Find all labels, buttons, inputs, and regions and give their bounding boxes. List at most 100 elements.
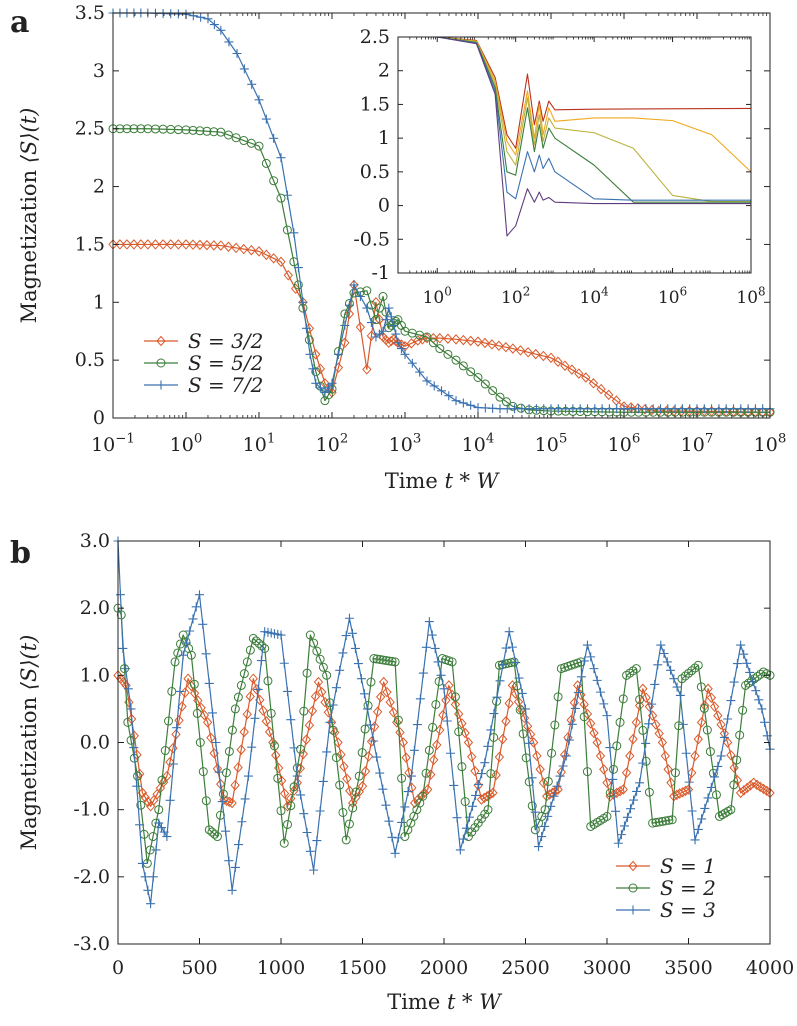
b-series-2-marker: [331, 753, 341, 763]
b-series-3-marker: [638, 758, 648, 768]
a-series-1-marker: [315, 363, 326, 375]
b-series-2-marker: [486, 769, 496, 779]
b-series-1-marker: [140, 792, 150, 803]
b-series-1-marker: [251, 684, 262, 695]
b-x-tick-label: 3000: [583, 957, 631, 979]
b-series-2-marker: [602, 811, 612, 821]
b-series-2-marker: [360, 724, 370, 734]
b-series-3-marker: [629, 795, 639, 805]
a-series-3-marker: [166, 9, 176, 19]
a-inset-x-tick-label: 102: [501, 284, 530, 308]
b-series-2-marker: [657, 816, 667, 826]
b-series-line-2: [117, 607, 771, 865]
b-series-3-marker: [576, 672, 586, 682]
b-series-3-marker: [418, 668, 428, 678]
b-series-1-marker: [693, 733, 703, 745]
a-series-3-marker: [355, 292, 365, 301]
a-legend-marker: [156, 358, 166, 368]
b-series-2-marker: [755, 669, 765, 679]
a-series-2-marker: [246, 138, 256, 148]
b-series-3-marker: [501, 643, 511, 653]
b-series-3-marker: [350, 643, 360, 653]
a-series-3-marker: [422, 376, 432, 386]
b-series-3-marker: [375, 768, 385, 778]
a-series-2-marker: [340, 309, 350, 319]
a-series-3-marker: [389, 320, 399, 330]
b-series-3-marker: [666, 665, 676, 675]
b-series-2-marker: [251, 636, 261, 646]
b-legend-marker: [628, 905, 638, 915]
b-series-1-marker: [450, 699, 461, 710]
b-series-3-marker: [514, 673, 524, 683]
panel-label-b: b: [10, 536, 31, 571]
b-series-1-marker: [279, 788, 290, 799]
b-series-2-marker: [245, 645, 255, 655]
b-series-1-marker: [745, 780, 756, 791]
a-series-2-marker: [188, 125, 198, 135]
b-y-tick-label: 1.0: [80, 664, 110, 686]
b-series-2-marker: [418, 791, 428, 801]
b-series-1-marker: [432, 739, 442, 751]
a-series-1-marker: [487, 339, 497, 350]
b-series-3-marker: [353, 659, 363, 669]
a-series-1-marker: [231, 242, 241, 254]
b-series-3-marker: [276, 630, 286, 640]
a-series-3-marker: [437, 386, 446, 396]
b-series-3-marker: [619, 821, 629, 831]
b-series-2-marker: [160, 746, 170, 756]
a-series-2-marker: [231, 133, 241, 143]
b-series-3-marker: [690, 835, 700, 845]
b-series-2-marker: [509, 657, 519, 667]
b-series-2-marker: [302, 668, 312, 678]
a-series-1-marker: [581, 372, 591, 383]
a-series-3-marker: [444, 391, 454, 401]
b-series-2-marker: [204, 825, 214, 835]
b-series-line-3: [117, 540, 771, 905]
a-inset-series-line-3: [398, 36, 751, 203]
b-y-tick-label: 2.0: [80, 597, 110, 619]
b-series-3-marker: [504, 627, 514, 637]
b-series-1-marker: [654, 728, 664, 739]
a-series-2-marker: [261, 158, 271, 168]
b-series-3-marker: [347, 628, 357, 638]
a-series-1-marker: [223, 241, 234, 252]
a-x-tick-label: 104: [462, 431, 495, 456]
a-series-3-marker: [415, 367, 425, 377]
b-series-3-marker: [188, 614, 198, 624]
a-series-1-marker: [473, 336, 483, 347]
b-series-1-marker: [333, 737, 343, 748]
a-series-1-marker: [443, 333, 453, 344]
b-series-2-marker: [397, 773, 407, 783]
a-series-1-marker: [553, 356, 563, 368]
a-series-1-marker: [406, 338, 417, 349]
b-series-1-marker: [589, 727, 599, 739]
b-series-2-marker: [738, 705, 748, 715]
b-series-2-marker: [218, 789, 228, 799]
a-frame: [112, 12, 771, 419]
b-series-3-marker: [455, 845, 465, 855]
a-series-3-marker: [386, 312, 396, 322]
b-series-1-marker: [683, 784, 694, 795]
b-series-1-marker: [556, 766, 567, 778]
b-series-3-marker: [289, 743, 299, 753]
b-series-3-marker: [567, 719, 577, 729]
b-series-1-marker: [729, 762, 739, 773]
b-series-3-marker: [328, 700, 338, 710]
b-series-2-marker: [133, 771, 143, 781]
b-series-3-marker: [507, 642, 517, 652]
b-series-1-marker: [236, 744, 246, 755]
b-series-3-marker: [700, 803, 710, 813]
b-series-3-marker: [331, 683, 341, 693]
b-series-1-marker: [382, 686, 392, 698]
b-series-2-marker: [483, 805, 493, 815]
a-series-3-marker: [407, 358, 417, 368]
b-series-3-marker: [132, 781, 142, 791]
a-series-1-marker: [480, 337, 490, 349]
b-series-3-marker: [632, 786, 642, 796]
b-series-1-marker: [634, 700, 645, 711]
a-y-tick-label: 1.5: [75, 233, 105, 255]
b-series-2-marker: [667, 815, 677, 825]
b-series-3-marker: [458, 834, 468, 844]
b-series-2-marker: [366, 677, 376, 687]
b-series-2-marker: [454, 727, 464, 737]
